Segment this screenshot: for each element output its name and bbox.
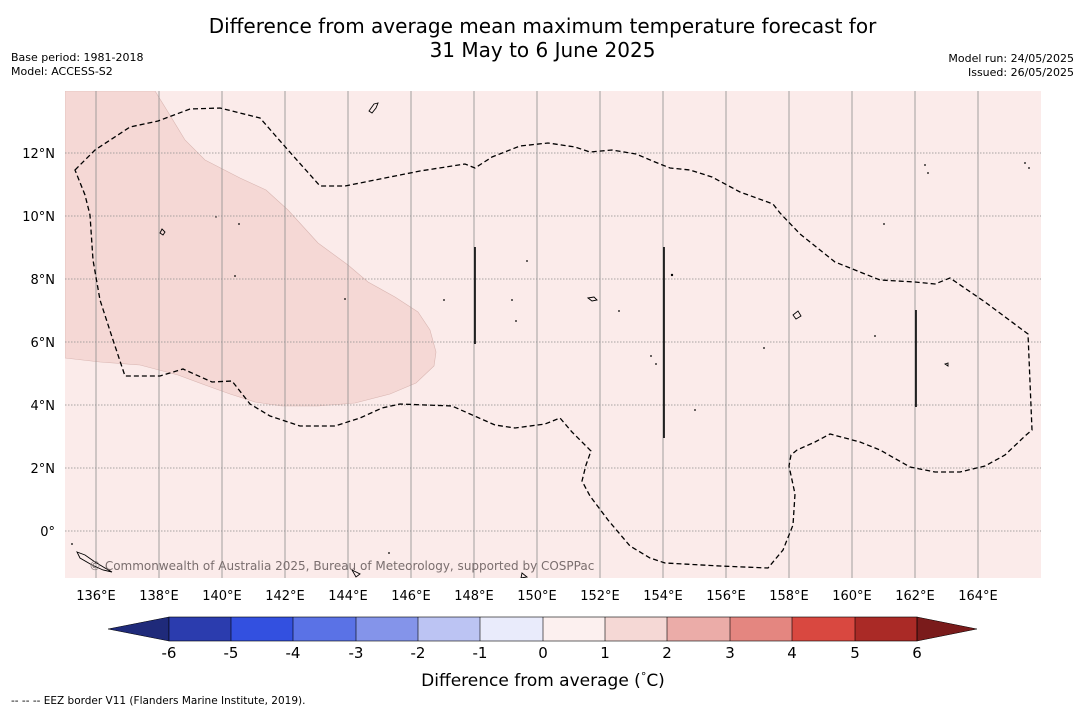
copyright-text: © Commonwealth of Australia 2025, Bureau… bbox=[89, 559, 594, 573]
meta-left: Base period: 1981-2018 Model: ACCESS-S2 bbox=[11, 51, 143, 79]
colorbar-tick-label: -6 bbox=[162, 644, 177, 662]
lat-tick-label: 10°N bbox=[22, 210, 55, 225]
colorbar-tick-label: 5 bbox=[850, 644, 860, 662]
colorbar-tick-label: 1 bbox=[600, 644, 610, 662]
lon-tick-label: 158°E bbox=[769, 589, 809, 604]
meta-right: Model run: 24/05/2025 Issued: 26/05/2025 bbox=[948, 52, 1074, 80]
lat-tick-label: 12°N bbox=[22, 147, 55, 162]
island-dots bbox=[71, 162, 1030, 554]
lon-tick-label: 156°E bbox=[706, 589, 746, 604]
colorbar-tick-label: 6 bbox=[912, 644, 922, 662]
title-line-1: Difference from average mean maximum tem… bbox=[208, 14, 877, 38]
graticule bbox=[95, 91, 979, 578]
lon-tick-label: 138°E bbox=[139, 589, 179, 604]
eez-footnote: -- -- -- EEZ border V11 (Flanders Marine… bbox=[11, 695, 306, 707]
islands bbox=[76, 102, 949, 578]
lon-tick-label: 164°E bbox=[958, 589, 998, 604]
lon-tick-label: 136°E bbox=[76, 589, 116, 604]
colorbar-swatch bbox=[605, 617, 668, 641]
longitude-axis: 136°E 138°E 140°E 142°E 144°E 146°E 148°… bbox=[76, 589, 998, 604]
colorbar-tick-label: 0 bbox=[538, 644, 548, 662]
colorbar-extend-low bbox=[107, 616, 170, 642]
colorbar: -6 -5 -4 -3 -2 -1 0 1 2 3 4 5 6 Differen… bbox=[107, 616, 978, 691]
lat-tick-label: 8°N bbox=[31, 273, 56, 288]
lat-tick-label: 4°N bbox=[31, 399, 56, 414]
model-name: Model: ACCESS-S2 bbox=[11, 65, 113, 78]
lat-tick-label: 2°N bbox=[31, 462, 56, 477]
colorbar-swatch bbox=[169, 617, 232, 641]
colorbar-tick-label: -4 bbox=[286, 644, 301, 662]
lon-tick-label: 152°E bbox=[580, 589, 620, 604]
title-line-2: 31 May to 6 June 2025 bbox=[429, 38, 656, 62]
colorbar-swatch bbox=[293, 617, 356, 641]
lat-tick-label: 6°N bbox=[31, 336, 56, 351]
lat-tick-label: 0° bbox=[40, 525, 55, 540]
colorbar-swatch bbox=[231, 617, 294, 641]
colorbar-tick-label: -5 bbox=[224, 644, 239, 662]
colorbar-tick-label: -3 bbox=[349, 644, 364, 662]
lon-tick-label: 148°E bbox=[454, 589, 494, 604]
issued-date: Issued: 26/05/2025 bbox=[967, 66, 1074, 79]
colorbar-swatch bbox=[418, 617, 481, 641]
lon-tick-label: 162°E bbox=[895, 589, 935, 604]
colorbar-swatch bbox=[356, 617, 419, 641]
eez-border bbox=[74, 107, 1033, 569]
colorbar-tick-label: 4 bbox=[787, 644, 797, 662]
colorbar-tick-label: -2 bbox=[411, 644, 426, 662]
colorbar-label: Difference from average (°C) bbox=[421, 670, 665, 691]
base-period: Base period: 1981-2018 bbox=[11, 51, 144, 64]
colorbar-swatch bbox=[730, 617, 793, 641]
colorbar-extend-high bbox=[916, 616, 978, 642]
colorbar-tick-label: 3 bbox=[725, 644, 735, 662]
colorbar-swatch bbox=[480, 617, 543, 641]
lon-tick-label: 154°E bbox=[643, 589, 683, 604]
colorbar-tick-label: 2 bbox=[662, 644, 672, 662]
colorbar-swatch bbox=[667, 617, 730, 641]
lon-tick-label: 144°E bbox=[328, 589, 368, 604]
colorbar-tick-label: -1 bbox=[473, 644, 488, 662]
chart-title: Difference from average mean maximum tem… bbox=[0, 14, 1085, 62]
anomaly-region-1-to-2 bbox=[65, 91, 437, 407]
colorbar-swatch bbox=[543, 617, 606, 641]
lon-tick-label: 160°E bbox=[832, 589, 872, 604]
lon-tick-label: 142°E bbox=[265, 589, 305, 604]
colorbar-swatch bbox=[855, 617, 917, 641]
colorbar-swatch bbox=[792, 617, 855, 641]
lon-tick-label: 146°E bbox=[391, 589, 431, 604]
lon-tick-label: 140°E bbox=[202, 589, 242, 604]
lon-tick-label: 150°E bbox=[517, 589, 557, 604]
model-run: Model run: 24/05/2025 bbox=[948, 52, 1074, 65]
latitude-axis: 12°N 10°N 8°N 6°N 4°N 2°N 0° bbox=[22, 147, 55, 540]
boundary-segments bbox=[474, 247, 917, 438]
